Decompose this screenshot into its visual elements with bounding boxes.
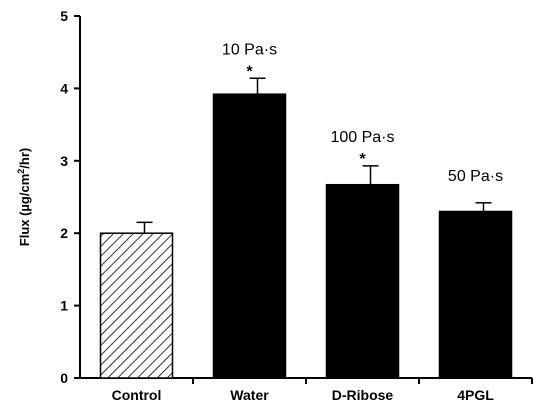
bar-4pgl <box>438 210 513 379</box>
y-tick-label: 1 <box>60 298 68 314</box>
bar-d-ribose <box>325 183 400 379</box>
x-tick-label: Control <box>112 387 162 403</box>
y-tick-label: 4 <box>60 80 68 96</box>
x-tick-label: D-Ribose <box>332 387 394 403</box>
bar-control <box>99 232 174 379</box>
viscosity-annotation: 100 Pa·s <box>330 129 394 146</box>
bar-water <box>212 93 287 379</box>
y-tick-label: 5 <box>60 8 68 24</box>
significance-star: * <box>359 151 366 168</box>
viscosity-annotation: 50 Pa·s <box>448 168 503 185</box>
x-tick-label: Water <box>230 387 269 403</box>
significance-star: * <box>246 63 253 80</box>
y-tick-label: 3 <box>60 153 68 169</box>
y-tick-label: 0 <box>60 370 68 386</box>
y-tick-label: 2 <box>60 225 68 241</box>
y-axis-label: Flux (µg/cm2/hr) <box>16 148 32 246</box>
viscosity-annotation: 10 Pa·s <box>222 41 277 58</box>
x-tick-label: 4PGL <box>457 387 494 403</box>
